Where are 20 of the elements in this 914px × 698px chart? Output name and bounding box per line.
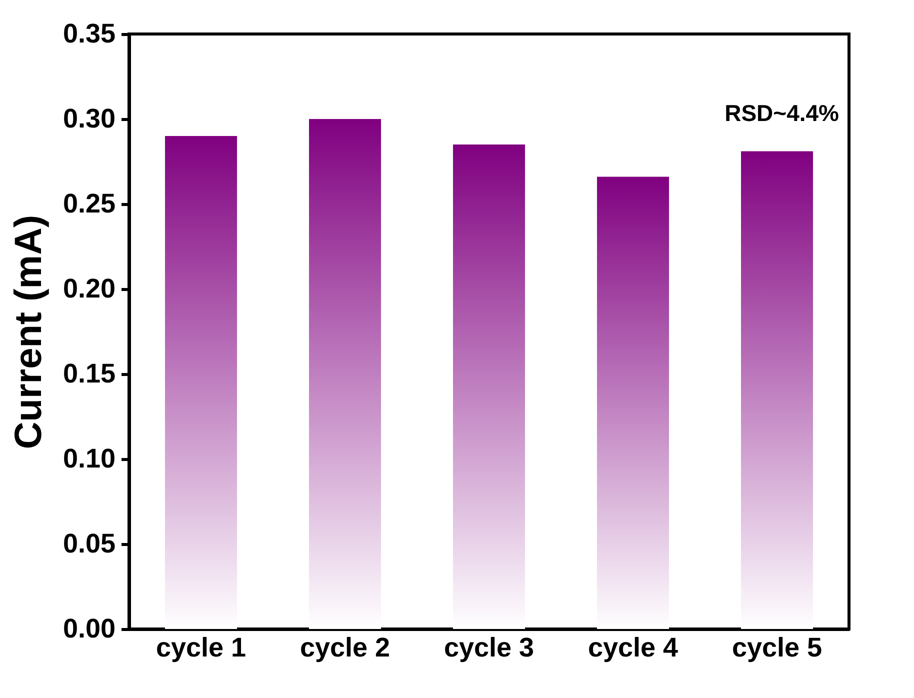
y-tick-label: 0.35: [62, 18, 116, 48]
x-tick-label: cycle 4: [588, 632, 678, 662]
y-tick-label: 0.00: [62, 614, 116, 644]
bar: [597, 176, 669, 629]
y-tick-label: 0.05: [62, 528, 116, 558]
x-tick-label: cycle 5: [732, 632, 822, 662]
y-tick-label: 0.10: [62, 444, 116, 474]
annotation: RSD~4.4%: [724, 100, 839, 126]
y-tick-label: 0.30: [62, 104, 116, 134]
bar: [165, 136, 237, 629]
y-tick-label: 0.15: [62, 358, 116, 388]
x-tick-label: cycle 1: [156, 632, 246, 662]
y-axis-title: Current (mA): [8, 214, 50, 450]
y-tick-label: 0.20: [62, 274, 116, 304]
y-tick-label: 0.25: [62, 188, 116, 218]
bar: [309, 119, 381, 629]
bar: [453, 144, 525, 629]
bar: [741, 151, 813, 629]
x-tick-label: cycle 3: [444, 632, 534, 662]
x-tick-label: cycle 2: [300, 632, 390, 662]
